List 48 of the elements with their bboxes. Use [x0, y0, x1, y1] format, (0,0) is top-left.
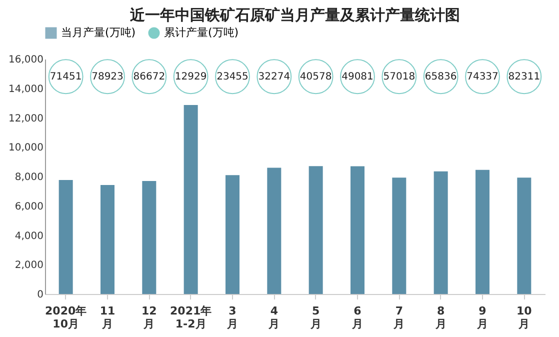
bar	[267, 168, 282, 294]
y-tick-label: 14,000	[8, 84, 44, 95]
x-tick-label: 11 月	[100, 304, 116, 330]
bar	[58, 180, 73, 294]
annotation: 65836	[424, 72, 457, 83]
annotation: 78923	[92, 72, 124, 83]
annotation: 82311	[508, 72, 540, 83]
y-tick-label: 16,000	[8, 54, 44, 66]
y-tick-label: 12,000	[8, 113, 44, 124]
annotation: 74337	[466, 72, 498, 83]
x-tick-label: 2021年 1-2月	[170, 304, 212, 330]
x-tick-label: 12 月	[142, 304, 157, 330]
annotation: 86672	[133, 72, 166, 83]
annotation: 49081	[342, 72, 374, 83]
x-tick-label: 3 月	[226, 304, 238, 330]
x-tick-label: 2020年 10月	[45, 304, 87, 330]
x-tick-label: 8 月	[434, 304, 446, 330]
bar	[308, 166, 323, 294]
x-tick-label: 6 月	[351, 304, 363, 330]
y-tick-label: 8,000	[14, 172, 44, 183]
bar	[100, 185, 114, 294]
y-tick-label: 6,000	[14, 201, 44, 212]
bar	[142, 181, 156, 294]
y-tick-label: 2,000	[14, 260, 44, 272]
annotation: 32274	[258, 72, 290, 83]
legend-label: 累计产量(万吨)	[164, 26, 239, 39]
annotation: 71451	[50, 72, 82, 83]
x-tick-label: 5 月	[309, 304, 322, 330]
annotation: 57018	[383, 72, 416, 83]
x-tick-label: 9 月	[476, 304, 488, 330]
chart-title: 近一年中国铁矿石原矿当月产量及累计产量统计图	[129, 6, 460, 24]
bar	[350, 166, 364, 294]
x-tick-label: 10 月	[516, 304, 532, 330]
y-tick-label: 10,000	[8, 142, 44, 154]
y-tick-label: 4,000	[14, 230, 44, 242]
legend-label: 当月产量(万吨)	[61, 26, 136, 39]
bar	[392, 178, 406, 294]
bar	[434, 171, 448, 294]
x-tick-label: 4 月	[268, 304, 280, 330]
bar	[184, 104, 198, 294]
bar	[476, 170, 490, 294]
y-tick-label: 0	[37, 290, 44, 300]
annotation: 12929	[174, 72, 207, 83]
bar	[226, 175, 240, 294]
annotation: 40578	[300, 72, 332, 83]
x-tick-label: 7 月	[392, 304, 405, 330]
annotation: 23455	[216, 72, 248, 83]
bar	[517, 178, 532, 294]
